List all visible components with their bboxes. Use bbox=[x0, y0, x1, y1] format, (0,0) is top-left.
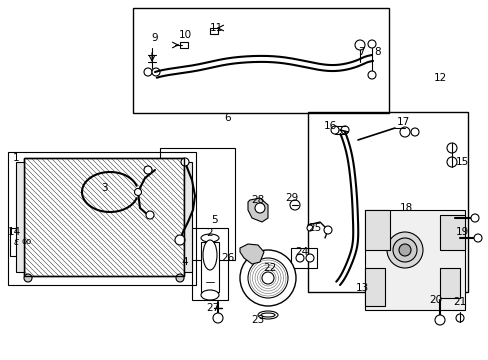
Polygon shape bbox=[247, 198, 267, 222]
Bar bbox=[307, 112, 467, 292]
Text: 8: 8 bbox=[374, 47, 381, 57]
Text: 10: 10 bbox=[178, 30, 191, 40]
Circle shape bbox=[175, 235, 184, 245]
Text: 14: 14 bbox=[7, 227, 20, 237]
Circle shape bbox=[446, 157, 456, 167]
Circle shape bbox=[306, 225, 312, 231]
Text: 11: 11 bbox=[209, 23, 222, 33]
Text: 22: 22 bbox=[263, 263, 276, 273]
Circle shape bbox=[367, 71, 375, 79]
Bar bbox=[160, 148, 235, 260]
Circle shape bbox=[254, 203, 264, 213]
Circle shape bbox=[434, 315, 444, 325]
Bar bbox=[24, 158, 183, 276]
Ellipse shape bbox=[201, 290, 219, 300]
Bar bbox=[364, 210, 464, 310]
Circle shape bbox=[305, 254, 313, 262]
Bar bbox=[180, 42, 187, 48]
Circle shape bbox=[455, 314, 463, 322]
Circle shape bbox=[146, 211, 154, 219]
Text: 6: 6 bbox=[224, 113, 231, 123]
Circle shape bbox=[324, 226, 331, 234]
Text: 20: 20 bbox=[428, 295, 442, 305]
Circle shape bbox=[143, 166, 152, 174]
Text: oo: oo bbox=[22, 238, 32, 247]
Text: 15: 15 bbox=[454, 157, 468, 167]
Text: 9: 9 bbox=[151, 33, 158, 43]
Text: 24: 24 bbox=[295, 247, 308, 257]
Circle shape bbox=[446, 143, 456, 153]
Circle shape bbox=[470, 214, 478, 222]
Circle shape bbox=[392, 238, 416, 262]
Circle shape bbox=[330, 126, 338, 134]
Text: 17: 17 bbox=[396, 117, 409, 127]
Circle shape bbox=[399, 127, 409, 137]
Circle shape bbox=[213, 313, 223, 323]
Text: 21: 21 bbox=[452, 297, 466, 307]
Text: 12: 12 bbox=[432, 73, 446, 83]
Text: 2: 2 bbox=[206, 228, 213, 238]
Bar bbox=[133, 8, 388, 113]
Circle shape bbox=[354, 40, 364, 50]
Circle shape bbox=[340, 126, 348, 134]
Bar bbox=[183, 162, 192, 272]
Bar bbox=[439, 268, 459, 298]
Text: 29: 29 bbox=[285, 193, 298, 203]
Ellipse shape bbox=[258, 311, 278, 319]
Ellipse shape bbox=[203, 240, 217, 270]
Bar bbox=[209, 28, 218, 34]
Circle shape bbox=[152, 68, 160, 76]
Bar bbox=[364, 268, 384, 306]
Circle shape bbox=[367, 40, 375, 48]
Bar bbox=[16, 162, 24, 272]
Bar bbox=[205, 290, 214, 298]
Text: 3: 3 bbox=[101, 183, 107, 193]
Polygon shape bbox=[240, 244, 264, 264]
Text: 5: 5 bbox=[211, 215, 218, 225]
Circle shape bbox=[473, 234, 481, 242]
Circle shape bbox=[289, 200, 299, 210]
Text: 18: 18 bbox=[399, 203, 412, 213]
Circle shape bbox=[410, 128, 418, 136]
Text: 16: 16 bbox=[323, 121, 336, 131]
Text: 28: 28 bbox=[251, 195, 264, 205]
Circle shape bbox=[262, 272, 273, 284]
Bar bbox=[364, 210, 389, 250]
Circle shape bbox=[386, 232, 422, 268]
Circle shape bbox=[247, 258, 287, 298]
Ellipse shape bbox=[201, 234, 219, 242]
Text: 23: 23 bbox=[251, 315, 264, 325]
Circle shape bbox=[240, 250, 295, 306]
Circle shape bbox=[398, 244, 410, 256]
Text: 13: 13 bbox=[355, 283, 368, 293]
Bar bbox=[8, 152, 196, 285]
Text: 26: 26 bbox=[221, 253, 234, 263]
Bar bbox=[290, 248, 316, 268]
Bar bbox=[192, 228, 227, 300]
Text: 27: 27 bbox=[206, 303, 219, 313]
Circle shape bbox=[295, 254, 304, 262]
Text: 7: 7 bbox=[357, 47, 364, 57]
Bar bbox=[201, 242, 219, 292]
Text: 4: 4 bbox=[182, 257, 188, 267]
Circle shape bbox=[176, 274, 183, 282]
Circle shape bbox=[143, 68, 152, 76]
Circle shape bbox=[181, 158, 189, 166]
Bar bbox=[439, 215, 464, 250]
Circle shape bbox=[134, 189, 141, 195]
Text: 25: 25 bbox=[308, 223, 321, 233]
Text: 1: 1 bbox=[13, 153, 19, 163]
Bar bbox=[24, 158, 183, 276]
Bar bbox=[24, 158, 183, 276]
Bar bbox=[10, 228, 48, 256]
Circle shape bbox=[24, 274, 32, 282]
Text: ε: ε bbox=[14, 237, 19, 247]
Text: 19: 19 bbox=[454, 227, 468, 237]
Ellipse shape bbox=[261, 313, 274, 317]
